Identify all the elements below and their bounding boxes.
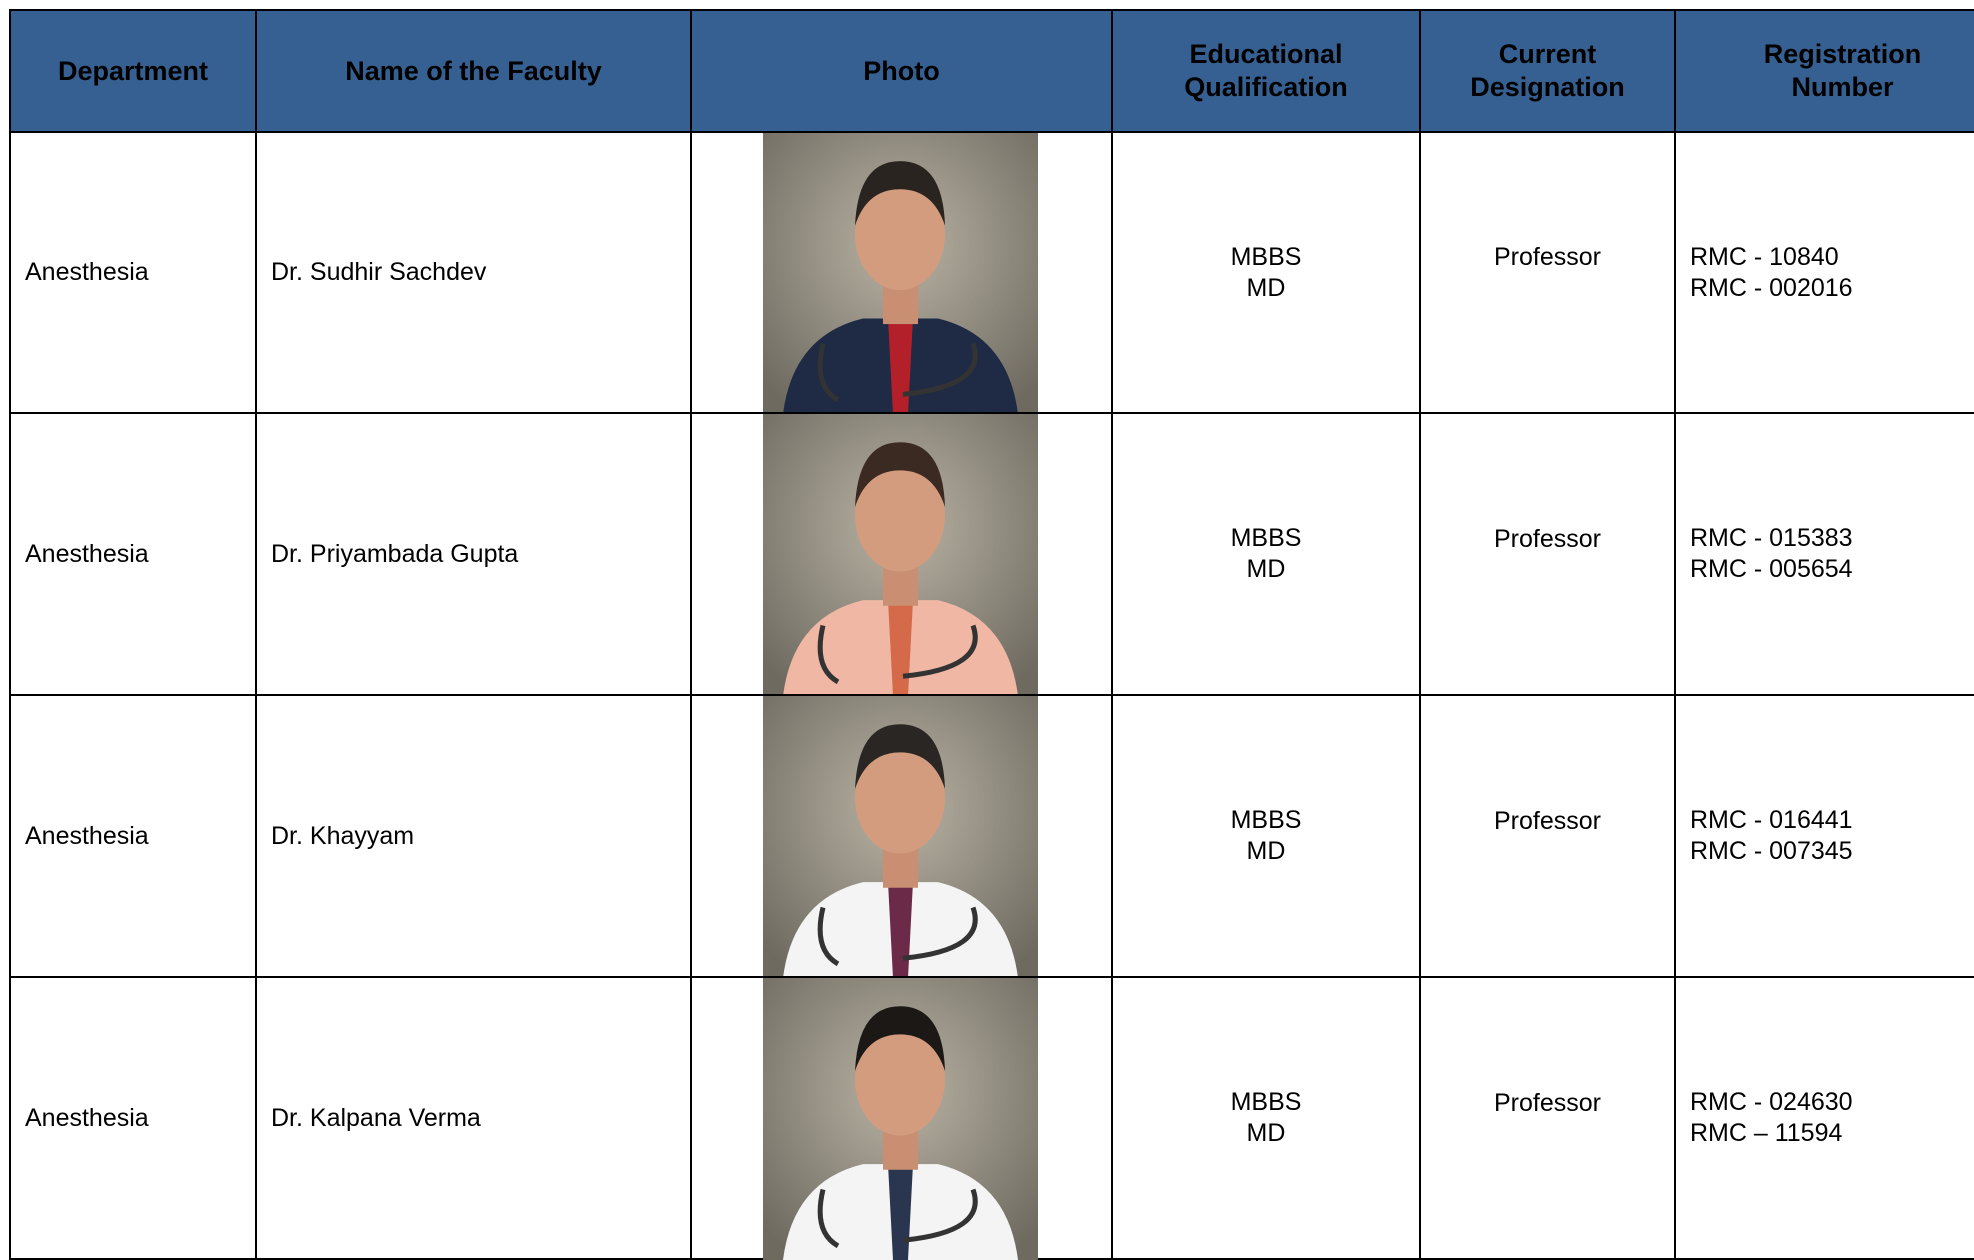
registration-cell: RMC - 10840 RMC - 002016: [1674, 131, 1974, 414]
designation: Professor: [1494, 243, 1601, 271]
registration-number: RMC - 007345: [1690, 837, 1853, 865]
designation: Professor: [1494, 524, 1601, 553]
column-heading: Department: [57, 55, 209, 86]
qualification: MD: [1246, 555, 1286, 583]
faculty-photo: [763, 133, 1038, 414]
registration-number: RMC – 11594: [1690, 1119, 1843, 1147]
designation-cell: Professor: [1419, 131, 1676, 414]
qualification: MBBS: [1230, 806, 1302, 834]
header-cell: Educational Qualification: [1111, 9, 1421, 133]
header-cell: Registration Number: [1674, 9, 1974, 133]
header-cell: Photo: [690, 9, 1113, 133]
qualification: MBBS: [1230, 1088, 1302, 1116]
registration-cell: RMC - 024630 RMC – 11594: [1674, 976, 1974, 1260]
registration-number: RMC - 024630: [1690, 1088, 1853, 1116]
department-cell: Anesthesia: [9, 412, 257, 696]
column-heading: Educational Qualification: [1184, 39, 1348, 102]
qualification: MD: [1246, 273, 1286, 302]
faculty-photo: [763, 696, 1038, 978]
faculty-photo: [763, 978, 1038, 1260]
designation: Professor: [1494, 806, 1601, 835]
header-cell: Department: [9, 9, 257, 133]
department-cell: Anesthesia: [9, 976, 257, 1260]
department: Anesthesia: [25, 821, 149, 850]
department: Anesthesia: [25, 1103, 149, 1132]
header-cell: Current Designation: [1419, 9, 1676, 133]
column-heading: Name of the Faculty: [345, 55, 602, 86]
registration-cell: RMC - 016441 RMC - 007345: [1674, 694, 1974, 978]
department: Anesthesia: [25, 258, 149, 286]
registration-cell: RMC - 015383 RMC - 005654: [1674, 412, 1974, 696]
faculty-name: Dr. Khayyam: [271, 821, 415, 850]
designation: Professor: [1494, 1088, 1601, 1117]
department-cell: Anesthesia: [9, 694, 257, 978]
photo-cell: [690, 412, 1113, 696]
designation-cell: Professor: [1419, 694, 1676, 978]
column-heading: Registration Number: [1763, 39, 1922, 102]
registration-number: RMC - 10840: [1690, 242, 1839, 271]
faculty-photo: [763, 414, 1038, 696]
qualification-cell: MBBS MD: [1111, 694, 1421, 978]
qualification: MD: [1246, 837, 1286, 865]
name-cell: Dr. Kalpana Verma: [255, 976, 692, 1260]
qualification: MBBS: [1230, 242, 1302, 271]
name-cell: Dr. Priyambada Gupta: [255, 412, 692, 696]
designation-cell: Professor: [1419, 412, 1676, 696]
header-cell: Name of the Faculty: [255, 9, 692, 133]
registration-number: RMC - 005654: [1690, 555, 1853, 583]
qualification-cell: MBBS MD: [1111, 412, 1421, 696]
qualification-cell: MBBS MD: [1111, 131, 1421, 414]
qualification-cell: MBBS MD: [1111, 976, 1421, 1260]
photo-cell: [690, 131, 1113, 414]
faculty-name: Dr. Sudhir Sachdev: [271, 258, 487, 286]
faculty-name: Dr. Priyambada Gupta: [271, 539, 519, 568]
qualification: MBBS: [1230, 524, 1302, 552]
qualification: MD: [1246, 1119, 1286, 1147]
name-cell: Dr. Sudhir Sachdev: [255, 131, 692, 414]
designation-cell: Professor: [1419, 976, 1676, 1260]
photo-cell: [690, 694, 1113, 978]
faculty-name: Dr. Kalpana Verma: [271, 1103, 481, 1132]
column-heading: Photo: [863, 55, 940, 86]
registration-number: RMC - 002016: [1690, 273, 1853, 302]
photo-cell: [690, 976, 1113, 1260]
name-cell: Dr. Khayyam: [255, 694, 692, 978]
department-cell: Anesthesia: [9, 131, 257, 414]
registration-number: RMC - 015383: [1690, 524, 1853, 552]
department: Anesthesia: [25, 539, 149, 568]
registration-number: RMC - 016441: [1690, 806, 1853, 834]
column-heading: Current Designation: [1470, 39, 1625, 102]
